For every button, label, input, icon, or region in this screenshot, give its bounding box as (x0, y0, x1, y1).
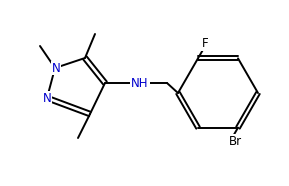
Text: NH: NH (131, 76, 149, 89)
Text: N: N (42, 92, 51, 105)
Text: N: N (52, 62, 60, 75)
Text: F: F (202, 37, 208, 50)
Text: Br: Br (228, 135, 242, 148)
